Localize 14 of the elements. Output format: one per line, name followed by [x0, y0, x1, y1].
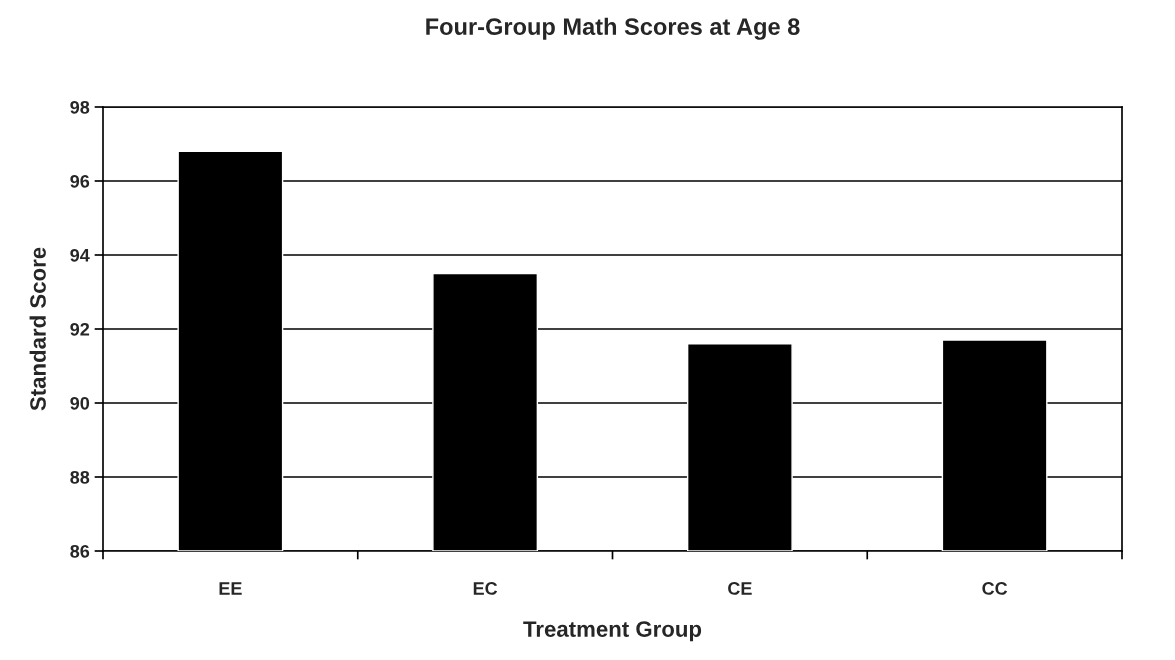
chart-title: Four-Group Math Scores at Age 8 [426, 17, 800, 40]
y-tick-label: 98 [70, 100, 90, 114]
y-tick-label: 88 [70, 470, 90, 484]
x-axis-title: Treatment Group [523, 621, 702, 642]
y-tick-label: 92 [70, 322, 90, 336]
y-tick-label: 86 [70, 544, 90, 558]
y-tick-label: 90 [70, 396, 90, 410]
y-tick-label: 96 [70, 174, 90, 188]
x-tick-label: EE [219, 582, 242, 595]
x-tick-label: CC [982, 582, 1008, 595]
x-tick-label: EC [473, 582, 498, 595]
y-tick-label: 94 [70, 248, 90, 262]
x-tick-label: CE [728, 582, 752, 595]
y-axis-title: Standard Score [29, 247, 46, 411]
